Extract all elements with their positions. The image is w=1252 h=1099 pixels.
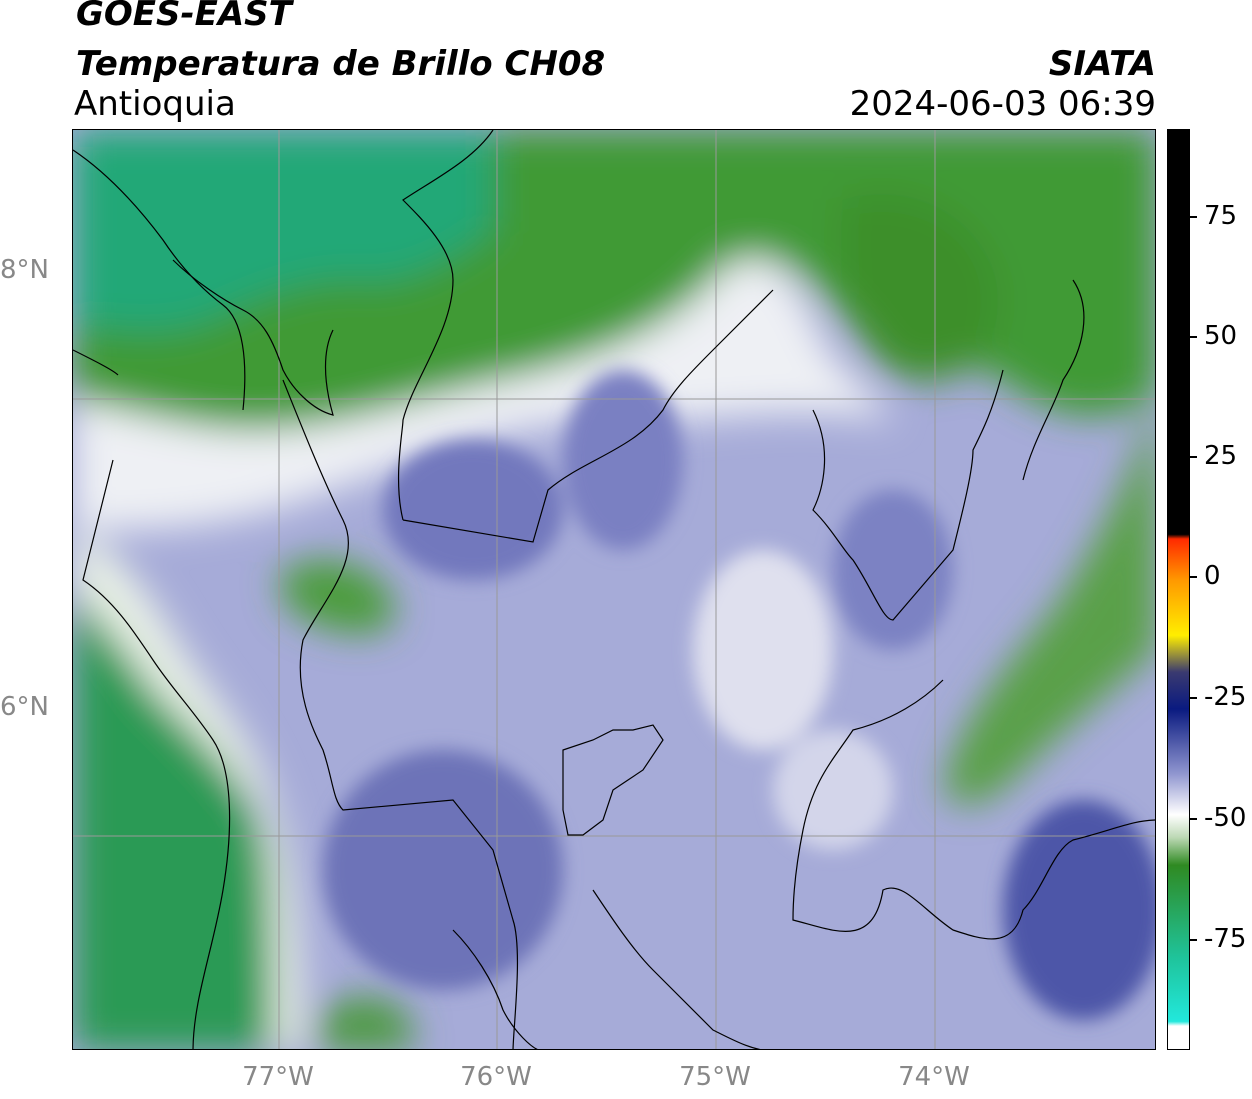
map-title: GOES-EAST [76,0,292,34]
gulf-coast [172,259,334,416]
municipal-cluster [562,724,664,836]
cold-core-center [563,370,683,550]
lon-label-74w: 74°W [898,1062,970,1092]
department-boundary-east [812,369,1004,621]
colorbar-label: 0 [1204,561,1221,591]
colorbar-label: 25 [1204,441,1238,471]
lon-label-76w: 76°W [460,1062,532,1092]
colorbar-tick [1190,456,1197,458]
cold-core-southwest [323,750,563,990]
temperature-colorbar [1167,129,1190,1050]
temperature-field [73,130,1155,1049]
warm-patch-center-west [280,560,395,634]
graticule [73,130,1155,1049]
clear-patch-southeast [773,730,893,850]
region-label: Antioquia [74,84,236,124]
warm-region-northeast [841,193,999,382]
timestamp-label: 2024-06-03 06:39 [849,84,1156,124]
warm-region-west [73,590,278,1049]
department-boundary-southeast [792,679,1155,940]
colorbar-label: -25 [1204,682,1247,712]
lon-label-75w: 75°W [679,1062,751,1092]
antioquia-boundary [282,379,519,1049]
lon-label-77w: 77°W [242,1062,314,1092]
colorbar-tick [1190,576,1197,578]
department-boundary-center [402,289,774,543]
brightness-temperature-map [73,130,1155,1049]
colorbar-label: 75 [1204,201,1238,231]
lat-label-6n: 6°N [0,692,49,722]
colorbar-tick [1190,697,1197,699]
lat-label-8n: 8°N [0,255,49,285]
cold-cloud-tops [323,370,1155,1020]
colorbar-tick [1190,336,1197,338]
warm-region-east [943,397,1155,805]
transition-band-west [73,530,303,1049]
colorbar-tick [1190,216,1197,218]
colorbar-tick [1190,818,1197,820]
warm-patch-south [313,996,413,1049]
map-subtitle: Temperatura de Brillo CH08 [76,44,606,84]
cold-core-southeast [1003,800,1155,1020]
department-boundary-north [397,130,494,521]
organization-label: SIATA [1048,44,1156,84]
warm-region-northwest [73,130,493,332]
administrative-boundaries [73,130,1155,1049]
cold-core-east [833,490,953,650]
colorbar-label: 50 [1204,321,1238,351]
colorbar-label: -50 [1204,803,1247,833]
transition-band-north [73,258,893,530]
cold-core-north [383,440,563,580]
river-boundary-east [1022,279,1085,481]
coastline-west [73,349,231,1049]
clear-patch-center [693,550,833,750]
department-boundary-south [452,889,761,1049]
map-plot-area [72,129,1156,1050]
colorbar-tick [1190,939,1197,941]
colorbar-label: -75 [1204,924,1247,954]
